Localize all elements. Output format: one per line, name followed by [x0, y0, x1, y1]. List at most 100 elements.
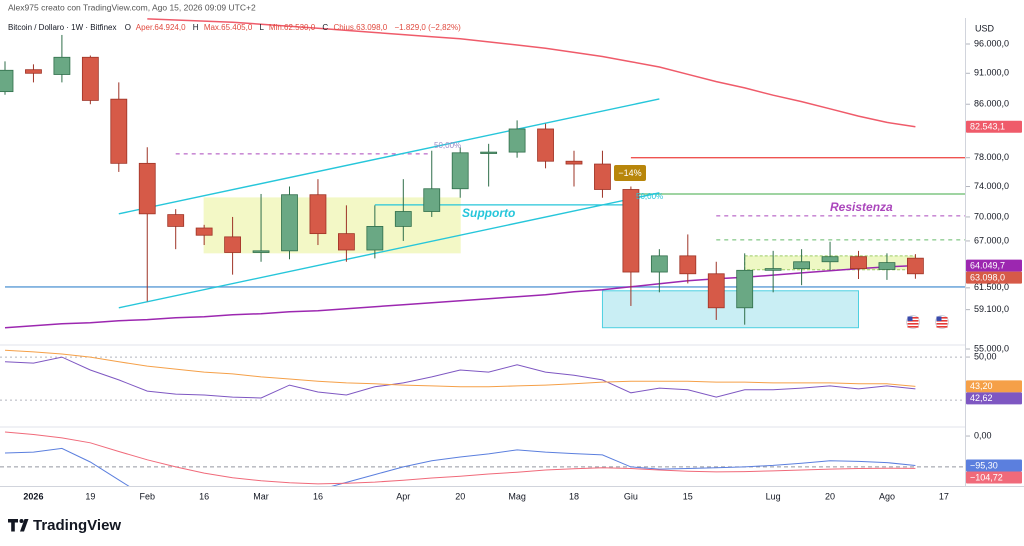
ohlc-change: −1.829,0 (−2,82%) [395, 23, 462, 32]
x-tick-label: Lug [766, 491, 781, 501]
x-tick-label: Mag [508, 491, 526, 501]
y-tick-label: 59.100,0 [974, 304, 1009, 314]
candle-body [565, 160, 583, 165]
candle-body [81, 56, 99, 101]
indicator-line [4, 264, 916, 329]
indicator-line [4, 349, 916, 388]
last-value-badge [966, 392, 1022, 405]
candle-body [793, 261, 810, 269]
indicator-line [4, 356, 916, 399]
annotations: Alex975 creato con TradingView.com, Ago … [8, 2, 995, 534]
candle-body [138, 162, 156, 215]
x-tick-label: 20 [455, 491, 465, 501]
candle-body [53, 56, 71, 75]
last-value-label: 43,20 [970, 381, 993, 391]
x-tick-label: 15 [683, 491, 693, 501]
currency-label: USD [975, 23, 995, 33]
x-tick-label: Feb [139, 491, 155, 501]
zone [203, 197, 461, 254]
author-line: Alex975 creato con TradingView.com, Ago … [8, 2, 256, 12]
x-tick-label: 18 [569, 491, 579, 501]
y-tick-label: 67.000,0 [974, 235, 1009, 245]
y-tick-label: 91.000,0 [974, 68, 1009, 78]
candle-body [736, 269, 754, 309]
ohlc-letter: H [193, 23, 199, 32]
candle-body [281, 194, 298, 252]
candle-body [0, 69, 14, 93]
last-value-badge [966, 271, 1022, 284]
last-value-label: 82.543,1 [970, 122, 1005, 132]
y-tick-label: 96.000,0 [974, 38, 1009, 48]
candle-body [110, 98, 128, 164]
brand-logo [8, 519, 29, 532]
candle-body [764, 268, 782, 271]
y-tick-label: 70.000,0 [974, 211, 1009, 221]
candle-body [850, 256, 867, 269]
x-tick-label: 16 [313, 491, 323, 501]
candle-body [821, 256, 839, 263]
event-flag [906, 315, 920, 329]
candle-body [650, 255, 668, 273]
price-pane [0, 18, 965, 329]
ohlc-value: Aper.64.924,0 [136, 23, 186, 32]
drop-badge [614, 165, 646, 181]
ohlc-letter: C [322, 23, 328, 32]
x-tick-label: 17 [939, 491, 949, 501]
candle-body [622, 189, 640, 273]
last-value-badge [966, 380, 1022, 393]
candle-body [195, 227, 213, 236]
ohlc-value: Chius.63.098,0 [333, 23, 387, 32]
symbol: Bitcoin / Dollaro · 1W · Bitfinex [8, 23, 116, 32]
candle-body [480, 151, 498, 154]
indicator-line [4, 431, 916, 485]
indicator-line [147, 18, 916, 128]
candle-body [224, 236, 242, 253]
candle-body [707, 273, 725, 309]
candle-body [907, 257, 924, 275]
last-value-label: 63.098,0 [970, 272, 1005, 282]
y-tick-label: 61.500,0 [974, 282, 1009, 292]
indicator-line [4, 447, 916, 486]
ohlc-value: Min.62.530,0 [269, 23, 316, 32]
oscillator-pane [0, 431, 965, 486]
fib-label: 50,00% [636, 192, 663, 201]
axes: 96.000,0 91.000,0 86.000,0 78.000,0 74.000,0… [23, 38, 1022, 501]
candle-body [366, 226, 384, 251]
x-tick-label: 19 [85, 491, 95, 501]
x-tick-label: Mar [253, 491, 269, 501]
y-tick-label: 50,00 [974, 351, 997, 361]
trend-line [118, 192, 660, 309]
support-label: Supporto [462, 206, 515, 220]
x-tick-label: Apr [396, 491, 410, 501]
candle-body [337, 233, 355, 251]
last-value-badge [966, 120, 1022, 133]
y-tick-label: 86.000,0 [974, 99, 1009, 109]
y-tick-label: 0,00 [974, 430, 992, 440]
zone [601, 290, 859, 329]
last-value-badge [966, 471, 1022, 484]
last-value-badge [966, 259, 1022, 272]
drop-label: −14% [618, 168, 641, 178]
x-tick-label: 16 [199, 491, 209, 501]
candle-body [878, 262, 896, 270]
last-value-label: 64.049,7 [970, 260, 1005, 270]
ohlc-value: Max.65.405,0 [204, 23, 253, 32]
trend-line [118, 98, 660, 215]
candle-body [508, 128, 526, 153]
last-value-label: −95,30 [970, 460, 998, 470]
brand-name: TradingView [33, 517, 121, 534]
candle-body [252, 250, 270, 253]
last-value-badge [966, 459, 1022, 472]
x-tick-label: 20 [825, 491, 835, 501]
candle-body [167, 214, 185, 227]
symbol-line: Bitcoin / Dollaro · 1W · Bitfinex O Aper… [8, 23, 461, 32]
candle-body [394, 211, 412, 227]
rsi-pane [0, 349, 965, 401]
candle-body [537, 128, 554, 162]
candle-body [423, 188, 441, 212]
last-value-label: 42,62 [970, 393, 993, 403]
x-tick-label: 2026 [23, 491, 43, 501]
ohlc-letter: O [125, 23, 131, 32]
